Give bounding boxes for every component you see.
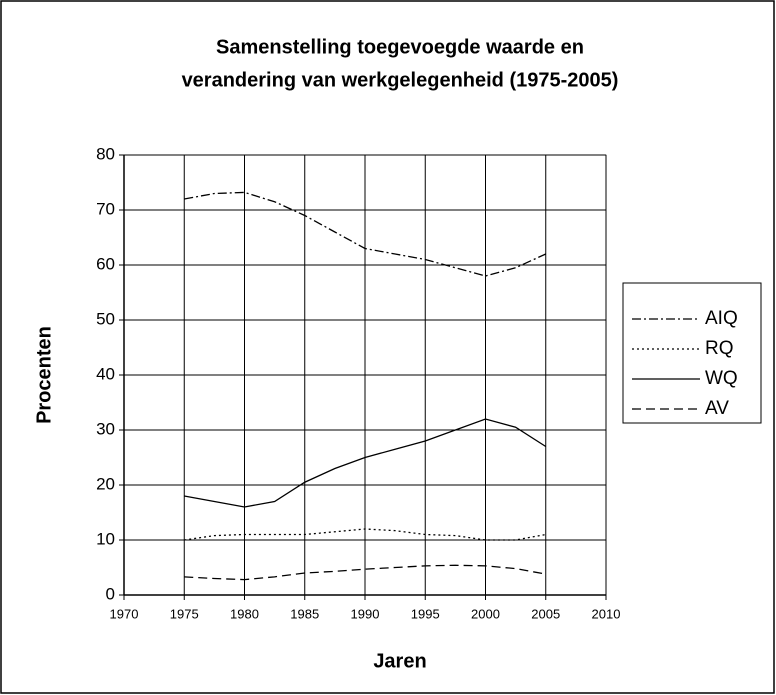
- legend-label: AIQ: [705, 308, 738, 329]
- legend-label: AV: [705, 398, 729, 419]
- y-tick-label: 70: [96, 199, 115, 218]
- y-tick-label: 80: [96, 144, 115, 163]
- x-axis-label: Jaren: [373, 650, 426, 672]
- y-axis-label: Procenten: [33, 326, 55, 424]
- x-tick-label: 1990: [351, 606, 380, 621]
- chart-title: verandering van werkgelegenheid (1975-20…: [182, 69, 619, 91]
- legend-label: RQ: [705, 338, 734, 359]
- legend: [622, 282, 762, 424]
- series-line: [184, 418, 547, 508]
- x-tick-label: 2000: [471, 606, 500, 621]
- y-tick-label: 30: [96, 419, 115, 438]
- x-tick-label: 1970: [110, 606, 139, 621]
- y-tick-label: 40: [96, 364, 115, 383]
- y-tick-label: 60: [96, 254, 115, 273]
- series-line: [184, 528, 546, 541]
- series-line: [184, 564, 546, 581]
- y-tick-label: 0: [106, 584, 115, 603]
- x-tick-label: 1985: [290, 606, 319, 621]
- y-tick-label: 10: [96, 529, 115, 548]
- x-tick-label: 1995: [411, 606, 440, 621]
- x-tick-label: 2010: [592, 606, 621, 621]
- x-tick-label: 1980: [230, 606, 259, 621]
- series-line: [184, 191, 547, 277]
- chart-title: Samenstelling toegevoegde waarde en: [216, 36, 584, 58]
- y-tick-label: 50: [96, 309, 115, 328]
- x-tick-label: 1975: [170, 606, 199, 621]
- x-tick-label: 2005: [531, 606, 560, 621]
- y-tick-label: 20: [96, 474, 115, 493]
- legend-label: WQ: [705, 368, 738, 389]
